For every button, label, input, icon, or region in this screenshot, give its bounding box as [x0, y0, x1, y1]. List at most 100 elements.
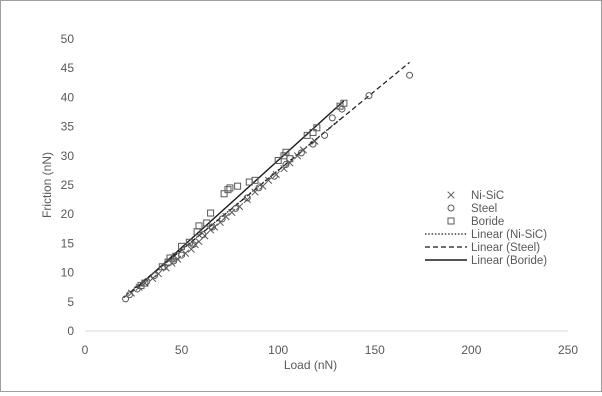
point-steel [209, 223, 217, 231]
legend-symbol-boride [447, 217, 455, 225]
point-boride [164, 258, 172, 266]
point-boride [195, 222, 203, 230]
x-tick-label: 0 [82, 343, 89, 357]
point-ni-sic [293, 152, 302, 160]
point-boride [309, 128, 317, 136]
point-ni-sic [264, 176, 273, 184]
y-tick-label: 5 [67, 295, 74, 309]
point-ni-sic [228, 208, 236, 217]
point-boride [220, 190, 228, 198]
point-boride [224, 186, 232, 194]
x-axis-title: Load (nN) [284, 358, 337, 372]
point-steel [406, 71, 414, 79]
point-ni-sic [154, 270, 163, 278]
legend-label-linear-boride: Linear (Boride) [471, 255, 547, 267]
point-ni-sic [251, 188, 259, 196]
y-tick-label: 40 [61, 90, 75, 104]
legend-label-steel: Steel [471, 203, 497, 215]
x-tick-label: 100 [268, 343, 288, 357]
point-boride [207, 209, 215, 217]
point-ni-sic [299, 146, 307, 154]
x-tick-labels: 0 50 100 150 200 250 [82, 343, 579, 357]
x-tick-label: 250 [558, 343, 578, 357]
y-tick-label: 30 [61, 149, 75, 163]
legend-label-linear-ni-sic: Linear (Ni-SiC) [471, 229, 547, 241]
y-tick-label: 45 [61, 61, 75, 75]
x-tick-label: 50 [175, 343, 189, 357]
markers [122, 71, 414, 303]
point-steel [297, 149, 305, 157]
point-ni-sic [135, 283, 143, 291]
point-boride [203, 219, 211, 227]
point-boride [137, 281, 145, 289]
point-ni-sic [148, 274, 157, 283]
point-steel [365, 92, 373, 100]
point-ni-sic [216, 218, 224, 227]
point-ni-sic [210, 223, 219, 231]
point-boride [234, 182, 242, 190]
point-steel [125, 291, 133, 299]
point-steel [232, 204, 240, 212]
point-boride [274, 156, 282, 164]
legend-label-ni-sic: Ni-SiC [471, 190, 504, 202]
y-tick-label: 15 [61, 236, 75, 250]
point-steel [243, 194, 251, 202]
point-boride [286, 155, 294, 163]
point-ni-sic [181, 249, 190, 257]
legend-label-linear-steel: Linear (Steel) [471, 242, 540, 254]
y-tick-labels: 0 5 10 15 20 25 30 35 40 45 50 [61, 32, 75, 338]
point-boride [185, 238, 193, 246]
point-ni-sic [272, 170, 280, 179]
point-boride [282, 148, 290, 156]
point-ni-sic [187, 245, 195, 253]
trendline-dashed [123, 61, 410, 299]
legend-label-boride: Boride [471, 216, 504, 228]
point-steel [122, 295, 130, 303]
point-ni-sic [127, 289, 136, 297]
point-boride [313, 124, 321, 132]
y-tick-label: 0 [67, 324, 74, 338]
point-ni-sic [280, 164, 288, 173]
legend-symbol-ni-sic [447, 191, 455, 199]
point-steel [189, 241, 197, 249]
point-ni-sic [141, 279, 149, 287]
legend-symbol-steel [447, 204, 455, 212]
y-axis-title: Friction (nN) [40, 152, 54, 218]
y-tick-label: 50 [61, 32, 75, 46]
x-tick-label: 200 [461, 343, 481, 357]
point-boride [172, 252, 180, 260]
point-steel [133, 285, 141, 293]
point-ni-sic [259, 182, 267, 190]
point-steel [218, 215, 226, 223]
point-steel [321, 131, 329, 139]
point-steel [255, 184, 263, 192]
point-boride [251, 176, 259, 184]
point-ni-sic [286, 159, 294, 167]
point-boride [178, 242, 186, 250]
point-ni-sic [195, 237, 203, 246]
point-boride [158, 263, 166, 271]
trendline-solid [136, 100, 345, 289]
point-boride [226, 184, 234, 192]
point-ni-sic [222, 212, 230, 221]
point-steel [328, 114, 336, 122]
point-steel [309, 140, 317, 148]
x-tick-label: 150 [365, 343, 385, 357]
point-steel [143, 277, 151, 285]
point-steel [270, 172, 278, 180]
y-tick-label: 20 [61, 207, 75, 221]
point-ni-sic [235, 202, 244, 211]
point-ni-sic [243, 195, 251, 204]
point-boride [141, 279, 149, 287]
point-ni-sic [311, 137, 319, 145]
point-ni-sic [206, 226, 215, 234]
point-steel [282, 161, 290, 169]
y-tick-label: 35 [61, 120, 75, 134]
point-ni-sic [191, 240, 199, 249]
y-tick-label: 25 [61, 178, 75, 192]
point-boride [340, 99, 348, 107]
point-steel [151, 272, 159, 280]
